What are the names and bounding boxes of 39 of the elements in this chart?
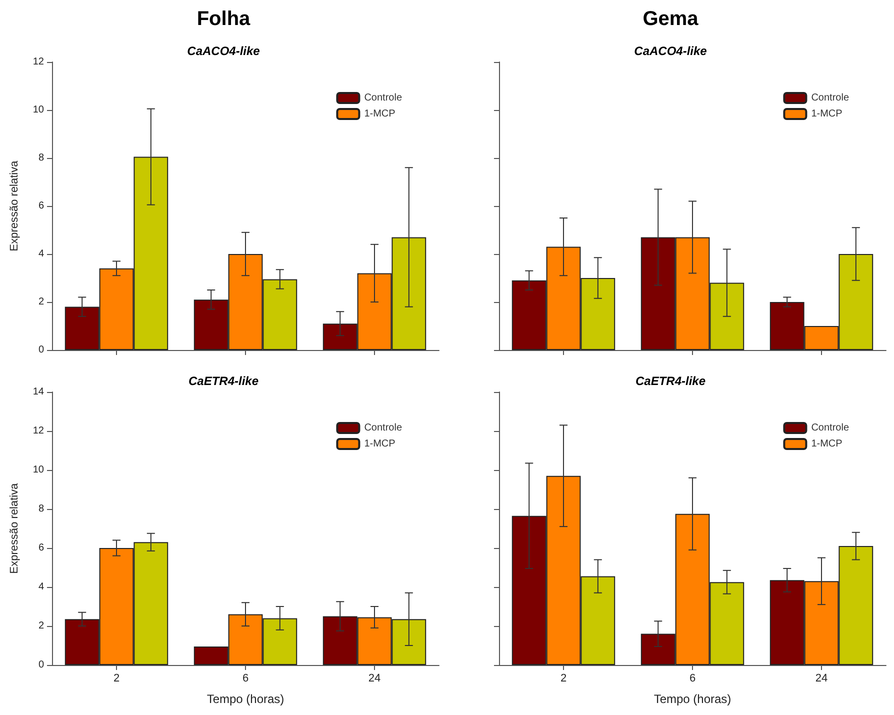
legend-label: 1-MCP: [811, 108, 843, 120]
legend-label: Controle: [811, 422, 850, 434]
x-tick-label: 2: [560, 672, 567, 684]
y-tick-label: 14: [32, 386, 44, 398]
x-axis-title: Tempo (horas): [206, 692, 284, 706]
legend-label: 1-MCP: [364, 438, 396, 450]
chart-subtitle: CaACO4-like: [187, 44, 260, 58]
y-axis-title: Expressão relativa: [8, 482, 20, 574]
y-tick-label: 6: [38, 200, 44, 212]
x-tick-label: 2: [113, 672, 120, 684]
y-tick-label: 0: [38, 344, 44, 356]
y-tick-label: 10: [32, 104, 44, 116]
y-tick-label: 12: [32, 56, 44, 68]
y-axis-title: Expressão relativa: [8, 160, 20, 252]
y-tick-label: 12: [32, 426, 44, 436]
y-tick-label: 6: [38, 542, 44, 554]
y-tick-label: 4: [38, 248, 44, 260]
legend-label: Controle: [811, 92, 850, 104]
x-axis-title: Tempo (horas): [654, 692, 732, 706]
y-tick-label: 0: [38, 660, 44, 670]
legend-label: 1-MCP: [364, 108, 396, 120]
legend-label: Controle: [364, 422, 402, 434]
legend-label: Controle: [364, 92, 402, 104]
y-tick-label: 4: [38, 582, 44, 592]
chart-title: CaETR4-like: [635, 374, 706, 388]
y-tick-label: 2: [38, 620, 44, 632]
x-tick-label: 6: [689, 672, 696, 684]
legend-label: 1-MCP: [811, 438, 843, 450]
y-tick-label: 8: [38, 152, 44, 164]
x-tick-label: 24: [815, 672, 828, 684]
y-tick-label: 2: [38, 296, 44, 308]
chart-title: Folha: [196, 8, 252, 30]
x-tick-label: 6: [242, 672, 249, 684]
y-tick-label: 10: [32, 464, 44, 476]
x-tick-label: 24: [368, 672, 381, 684]
chart-title: Gema: [642, 8, 700, 30]
chart-subtitle: CaACO4-like: [634, 44, 708, 58]
y-tick-label: 8: [38, 504, 44, 514]
chart-title: CaETR4-like: [188, 374, 259, 388]
